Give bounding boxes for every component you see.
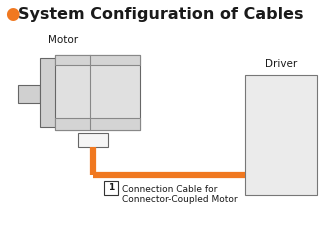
Bar <box>104 181 118 195</box>
Text: Motor: Motor <box>48 35 78 45</box>
Text: ●: ● <box>5 5 19 23</box>
Text: 1: 1 <box>108 184 114 192</box>
Bar <box>55 55 140 130</box>
Bar <box>78 133 108 147</box>
Text: System Configuration of Cables: System Configuration of Cables <box>18 7 303 21</box>
Bar <box>18 85 40 103</box>
Bar <box>55 55 140 65</box>
Bar <box>245 75 317 195</box>
Text: Connection Cable for: Connection Cable for <box>122 185 217 194</box>
Text: Connector-Coupled Motor: Connector-Coupled Motor <box>122 195 238 204</box>
Bar <box>55 118 140 130</box>
Bar <box>40 58 58 127</box>
Text: Driver: Driver <box>265 59 297 69</box>
